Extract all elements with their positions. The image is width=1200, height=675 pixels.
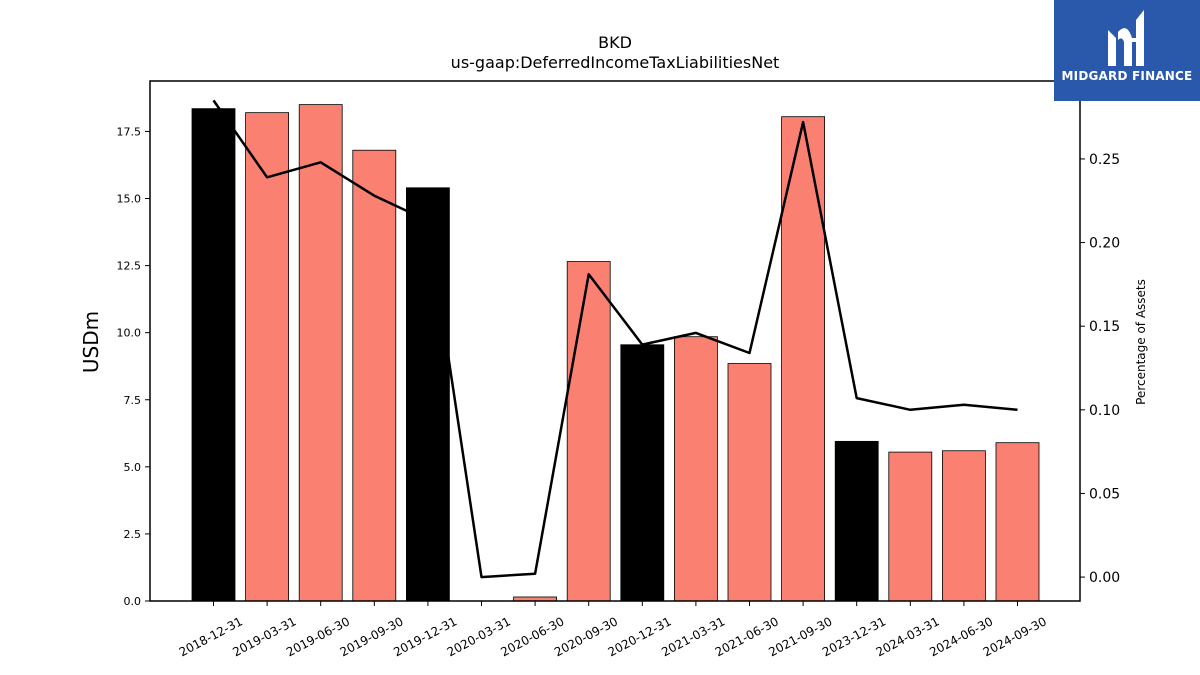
bar-2019-12-31 <box>405 187 450 602</box>
bar-2019-06-30 <box>298 104 343 602</box>
percentage-line <box>212 99 1018 579</box>
bar-2023-12-31 <box>834 440 879 602</box>
bar-2024-06-30 <box>942 450 986 602</box>
y-tick-label: 0.0 <box>124 595 142 608</box>
y-axis-label: USDm <box>79 311 103 373</box>
bar-2024-03-31 <box>888 451 933 602</box>
right-axis-ticks: 0.00 0.05 0.10 0.15 0.20 0.25 <box>1080 152 1120 586</box>
y-tick-label: 17.5 <box>117 125 142 138</box>
y-tick-label: 12.5 <box>117 260 142 273</box>
bars-group <box>191 104 1040 602</box>
y2-tick-label: 0.25 <box>1089 152 1120 168</box>
y2-tick-label: 0.00 <box>1089 570 1120 586</box>
chart-title: BKD <box>598 33 632 52</box>
y2-tick-label: 0.05 <box>1089 486 1120 502</box>
bar-2020-09-30 <box>566 261 611 602</box>
y2-tick-label: 0.10 <box>1089 403 1120 419</box>
midgard-finance-logo: MIDGARD FINANCE <box>1054 0 1200 101</box>
logo-mark-icon <box>1108 10 1144 66</box>
bar-2020-12-31 <box>620 344 665 602</box>
y-tick-label: 10.0 <box>117 327 142 340</box>
y2-tick-label: 0.20 <box>1089 236 1120 252</box>
y-tick-label: 7.5 <box>124 394 142 407</box>
bar-2019-09-30 <box>352 149 397 602</box>
logo-text: MIDGARD FINANCE <box>1061 69 1193 83</box>
plot-frame <box>149 80 1081 602</box>
line-group <box>212 99 1018 579</box>
bar-2018-12-31 <box>191 108 236 602</box>
y2-tick-label: 0.15 <box>1089 319 1120 335</box>
bar-2021-03-31 <box>674 336 718 602</box>
y2-axis-label: Percentage of Assets <box>1134 279 1148 405</box>
y-tick-label: 5.0 <box>124 461 142 474</box>
left-axis-ticks: 0.0 2.5 5.0 7.5 10.0 12.5 15.0 17.5 <box>117 125 150 608</box>
x-axis-ticks: 2018-12-312019-03-312019-06-302019-09-30… <box>177 601 1049 659</box>
bar-2021-06-30 <box>727 363 772 602</box>
y-tick-label: 15.0 <box>117 193 142 206</box>
bar-2019-03-31 <box>245 112 290 602</box>
bar-2024-09-30 <box>995 442 1040 602</box>
y-tick-label: 2.5 <box>124 528 142 541</box>
chart-subtitle: us-gaap:DeferredIncomeTaxLiabilitiesNet <box>451 53 780 72</box>
